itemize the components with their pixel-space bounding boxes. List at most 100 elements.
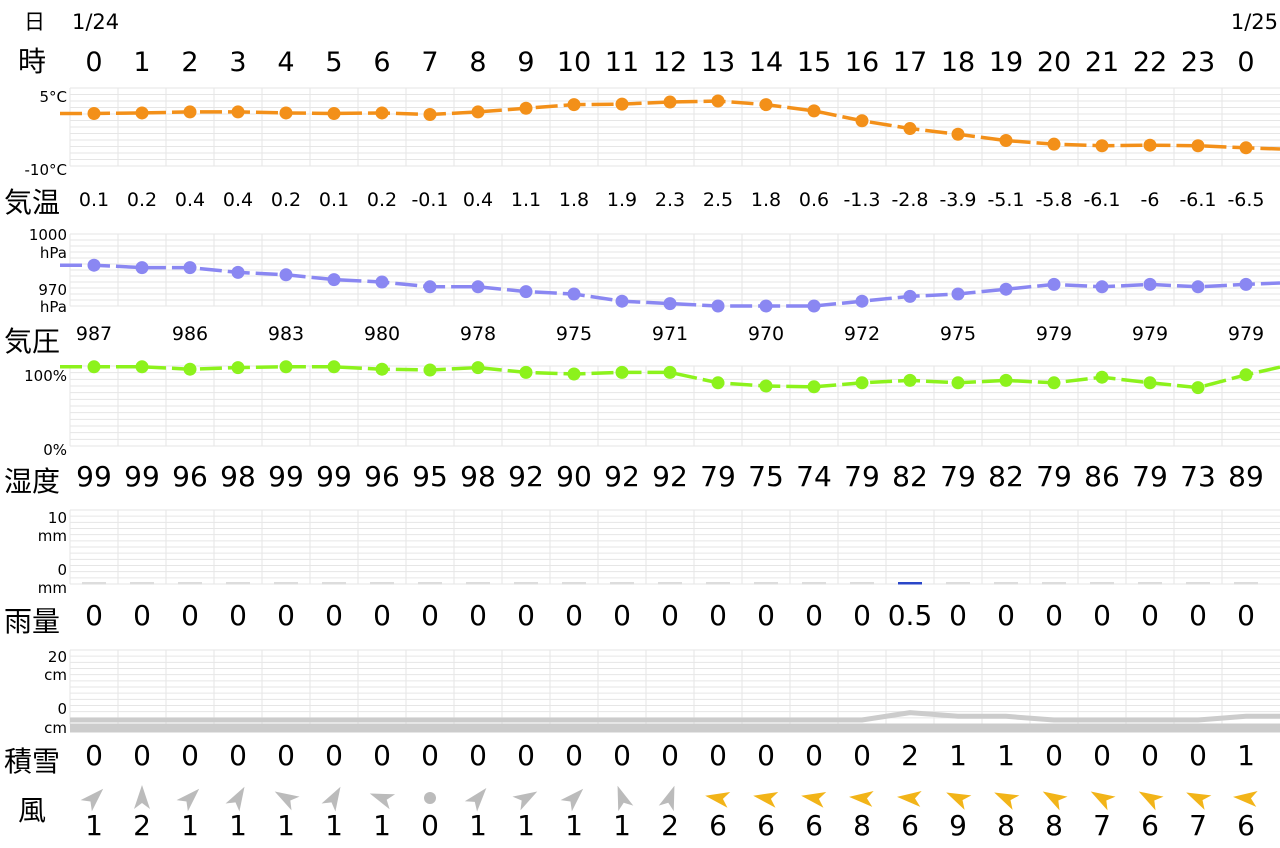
snow-value-label: 0: [133, 739, 151, 772]
temperature-point: [807, 104, 821, 118]
humidity-point: [999, 373, 1013, 387]
temperature-value-label: 0.4: [463, 189, 493, 211]
wind-arrow-shape: [1186, 792, 1212, 810]
pressure-line: [60, 263, 1280, 308]
rain-bar: [610, 582, 634, 585]
pressure-value-label: 983: [268, 323, 304, 345]
wind-speed-label: 2: [133, 809, 151, 842]
hour-label: 1: [133, 47, 150, 78]
humidity-value-label: 75: [748, 460, 784, 493]
humidity-point: [135, 360, 149, 374]
temp-row-label: 気温: [4, 186, 60, 219]
rain-value-label: 0: [1141, 599, 1159, 632]
humidity-value-label: 79: [1036, 460, 1072, 493]
humidity-value-label: 99: [268, 460, 304, 493]
pressure-point: [951, 287, 965, 301]
pressure-axis-top-value: 1000: [29, 226, 67, 244]
wind-arrow-icon: [560, 788, 584, 812]
wind-speed-label: 8: [997, 809, 1015, 842]
wind-arrow-icon: [897, 790, 922, 807]
wind-arrow-shape: [617, 785, 634, 812]
temperature-point: [375, 106, 389, 120]
wind-row-label: 風: [18, 794, 46, 827]
humidity-row-label: 湿度: [4, 465, 60, 498]
wind-arrow-shape: [176, 788, 200, 812]
temperature-line: [60, 99, 1280, 151]
humidity-point: [519, 365, 533, 379]
wind-arrow-shape: [512, 791, 538, 811]
wind-arrow-shape: [801, 792, 827, 808]
hour-label: 0: [1237, 47, 1254, 78]
humidity-point: [807, 380, 821, 394]
rain-bar: [1042, 582, 1066, 585]
wind-arrow-icon: [849, 790, 874, 807]
snow-value-label: 0: [1045, 739, 1063, 772]
pressure-axis-top-unit: hPa: [40, 244, 67, 262]
rain-axis-bottom-unit: mm: [38, 579, 67, 597]
wind-arrow-icon: [321, 786, 341, 812]
wind-speed-label: 6: [901, 809, 919, 842]
pressure-point: [903, 289, 917, 303]
snow-value-label: 0: [181, 739, 199, 772]
snow-line: [70, 710, 1280, 723]
hour-label: 11: [605, 47, 639, 78]
snow-value-label: 0: [373, 739, 391, 772]
temperature-value-label: 0.2: [271, 189, 301, 211]
pressure-point: [423, 280, 437, 294]
wind-arrow-icon: [274, 791, 300, 811]
pressure-value-label: 980: [364, 323, 400, 345]
wind-speed-label: 7: [1093, 809, 1111, 842]
humidity-point: [231, 361, 245, 375]
pressure-point: [1095, 280, 1109, 294]
hour-label: 2: [181, 47, 198, 78]
snow-value-label: 0: [1189, 739, 1207, 772]
snow-value-label: 0: [661, 739, 679, 772]
humidity-value-label: 82: [988, 460, 1024, 493]
temperature-point: [471, 105, 485, 119]
wind-arrow-shape: [753, 792, 779, 808]
rain-bar: [658, 582, 682, 585]
rain-bar: [226, 582, 250, 585]
rain-bar: [994, 582, 1018, 585]
snow-value-label: 0: [1093, 739, 1111, 772]
rain-value-label: 0: [661, 599, 679, 632]
wind-speed-label: 8: [853, 809, 871, 842]
wind-arrow-shape: [897, 790, 922, 807]
wind-speed-label: 1: [229, 809, 247, 842]
humidity-value-label: 92: [508, 460, 544, 493]
wind-arrow-shape: [946, 792, 972, 810]
humidity-point: [615, 365, 629, 379]
snow-row-label: 積雪: [4, 745, 60, 778]
hour-label: 23: [1181, 47, 1215, 78]
rain-bar: [850, 582, 874, 585]
wind-speed-label: 8: [1045, 809, 1063, 842]
rain-bar: [1234, 582, 1258, 585]
hour-label: 22: [1133, 47, 1167, 78]
pressure-point: [87, 258, 101, 272]
humidity-axis-bottom: 0%: [43, 441, 67, 459]
hour-label: 9: [517, 47, 534, 78]
date-day2: 1/25: [1231, 10, 1278, 34]
humidity-point: [1191, 381, 1205, 395]
wind-arrow-icon: [1186, 792, 1212, 810]
pressure-axis-bottom-unit: hPa: [40, 298, 67, 316]
wind-speed-label: 1: [181, 809, 199, 842]
temperature-point: [615, 97, 629, 111]
temperature-point: [711, 94, 725, 108]
wind-speed-label: 1: [277, 809, 295, 842]
hour-label: 14: [749, 47, 783, 78]
humidity-axis-top: 100%: [24, 367, 67, 385]
snow-value-label: 1: [997, 739, 1015, 772]
temperature-point: [903, 122, 917, 136]
pressure-point: [615, 294, 629, 308]
wind-speed-label: 0: [421, 809, 439, 842]
humidity-value-label: 79: [940, 460, 976, 493]
rain-axis-top-unit: mm: [38, 527, 67, 545]
wind-arrow-shape: [1042, 791, 1068, 811]
wind-speed-label: 1: [373, 809, 391, 842]
rain-bar: [946, 582, 970, 585]
humidity-point: [183, 362, 197, 376]
temperature-value-label: 1.8: [559, 189, 589, 211]
date-row-label: 日: [24, 10, 45, 34]
temperature-point: [1047, 137, 1061, 151]
